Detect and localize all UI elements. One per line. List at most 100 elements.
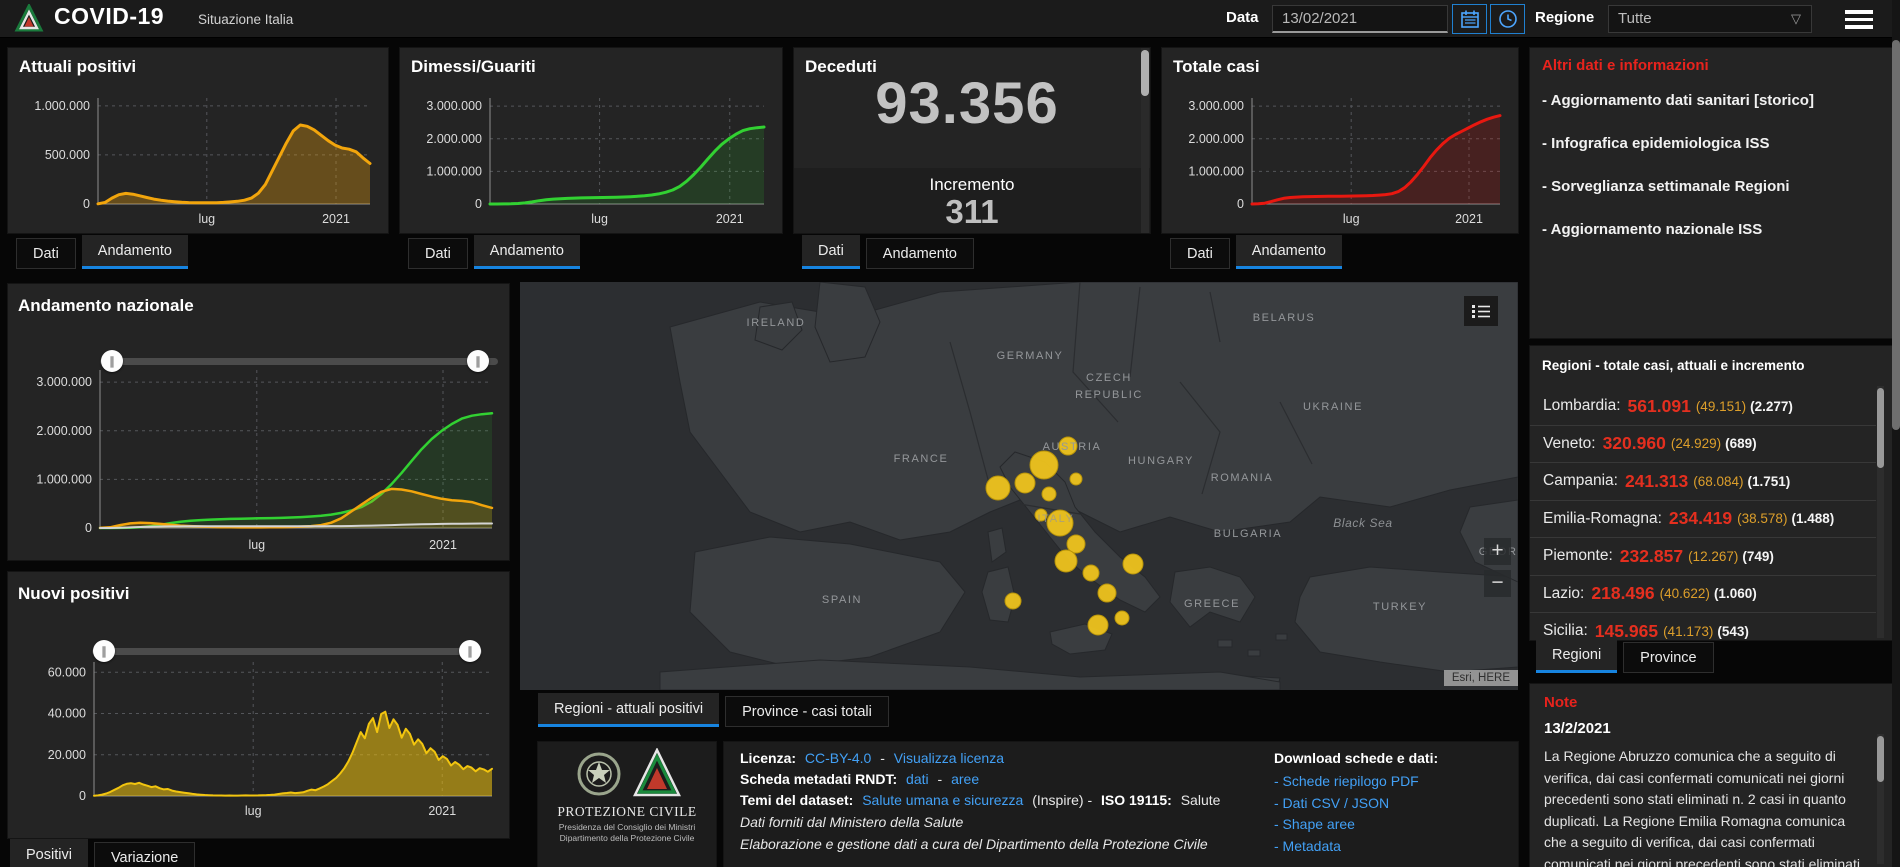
map-bubble[interactable]	[1014, 472, 1036, 494]
tab-dati[interactable]: Dati	[408, 238, 468, 269]
map-label: GERMANY	[997, 350, 1064, 362]
altri-dati-link[interactable]: - Aggiornamento dati sanitari [storico]	[1542, 92, 1814, 109]
map-bubble[interactable]	[1054, 549, 1078, 573]
panel-title: Deceduti	[805, 57, 877, 76]
region-row[interactable]: Piemonte: 232.857 (12.267) (749)	[1530, 538, 1876, 576]
region-current: (38.578)	[1737, 511, 1788, 527]
note-scrollbar-thumb[interactable]	[1877, 736, 1884, 782]
deceduti-increment-band: Incremento 311	[794, 168, 1150, 233]
download-link[interactable]: - Metadata	[1274, 837, 1341, 854]
tab-dati[interactable]: Dati	[802, 235, 860, 269]
regioni-scrollbar-thumb[interactable]	[1877, 388, 1884, 468]
altri-dati-link[interactable]: - Infografica epidemiologica ISS	[1542, 135, 1770, 152]
tab-dati[interactable]: Dati	[16, 238, 76, 269]
y-tick-label: 1.000.000	[1188, 164, 1244, 178]
map-label: IRELAND	[747, 317, 806, 329]
deceduti-scrollbar[interactable]	[1141, 48, 1149, 233]
region-row[interactable]: Veneto: 320.960 (24.929) (689)	[1530, 426, 1876, 463]
download-link[interactable]: - Schede riepilogo PDF	[1274, 773, 1419, 789]
map-bubble[interactable]	[1087, 614, 1109, 636]
license-view-link[interactable]: Visualizza licenza	[893, 750, 1005, 766]
europe-map[interactable]: IRELAND GERMANY BELARUS CZECH REPUBLIC UKRAIN…	[520, 282, 1518, 690]
chart-svg: lug 2021 0 1.000.000 2.000.000 3.000.000	[426, 98, 766, 226]
tab-province-casi-totali[interactable]: Province - casi totali	[725, 696, 889, 727]
tab-regioni[interactable]: Regioni	[1536, 639, 1618, 673]
download-link[interactable]: - Shape aree	[1274, 816, 1355, 832]
temi-iso: ISO 19115:	[1101, 792, 1172, 808]
range-slider-track[interactable]	[92, 648, 482, 655]
region-row[interactable]: Lazio: 218.496 (40.622) (1.060)	[1530, 576, 1876, 613]
date-input[interactable]: 13/02/2021	[1272, 5, 1448, 33]
range-slider-handle-right[interactable]: ∥	[467, 350, 489, 372]
rndt-aree-link[interactable]: aree	[951, 771, 980, 787]
tab-andamento[interactable]: Andamento	[473, 235, 580, 269]
region-row[interactable]: Campania: 241.313 (68.084) (1.751)	[1530, 463, 1876, 501]
region-increment: (543)	[1717, 623, 1749, 639]
map-label: ITALY	[1038, 513, 1075, 525]
time-button[interactable]	[1490, 4, 1525, 34]
map-bubble[interactable]	[1029, 450, 1059, 480]
region-current: (41.173)	[1663, 623, 1714, 639]
altri-dati-link[interactable]: - Aggiornamento nazionale ISS	[1542, 221, 1763, 238]
rndt-dati-link[interactable]: dati	[906, 771, 929, 787]
map-bubble[interactable]	[1114, 610, 1130, 626]
tab-regioni-attuali-positivi[interactable]: Regioni - attuali positivi	[538, 693, 720, 727]
tab-andamento[interactable]: Andamento	[81, 235, 188, 269]
calendar-icon	[1460, 10, 1479, 28]
note-scrollbar[interactable]	[1877, 734, 1884, 864]
range-slider-track[interactable]	[100, 358, 498, 365]
map-bubble[interactable]	[1034, 508, 1048, 522]
map-zoom-in-button[interactable]: +	[1484, 538, 1511, 565]
tab-dati[interactable]: Dati	[1170, 238, 1230, 269]
tab-andamento[interactable]: Andamento	[865, 238, 974, 269]
panel-title: Andamento nazionale	[18, 296, 194, 315]
deceduti-scrollbar-thumb[interactable]	[1141, 50, 1149, 96]
range-slider-handle-right[interactable]: ∥	[459, 640, 481, 662]
map-bubble[interactable]	[1041, 486, 1057, 502]
map-bubble[interactable]	[1069, 472, 1083, 486]
temi-salute2: Salute	[1180, 792, 1221, 808]
app-subtitle: Situazione Italia	[198, 12, 294, 27]
map-label: UKRAINE	[1303, 401, 1363, 413]
tab-province[interactable]: Province	[1623, 642, 1714, 673]
tab-andamento[interactable]: Andamento	[1235, 235, 1342, 269]
menu-button[interactable]	[1845, 10, 1875, 30]
series-line	[96, 123, 372, 206]
panel-title: Nuovi positivi	[18, 584, 130, 603]
series-area	[94, 711, 492, 796]
regione-select[interactable]: Tutte ▽	[1608, 5, 1812, 33]
range-slider-handle-left[interactable]: ∥	[101, 350, 123, 372]
y-tick-label: 60.000	[48, 665, 86, 679]
range-slider-handle-left[interactable]: ∥	[93, 640, 115, 662]
page-scrollbar[interactable]	[1892, 0, 1900, 867]
tab-variazione[interactable]: Variazione	[93, 842, 196, 867]
map-bubble[interactable]	[1004, 592, 1022, 610]
map-legend-button[interactable]	[1464, 296, 1498, 326]
region-row[interactable]: Lombardia: 561.091 (49.151) (2.277)	[1530, 388, 1876, 426]
license-cc-link[interactable]: CC-BY-4.0	[804, 750, 872, 766]
guariti-tabs: Dati Andamento	[408, 235, 580, 269]
tab-positivi[interactable]: Positivi	[10, 839, 88, 867]
region-row[interactable]: Sicilia: 145.965 (41.173) (543)	[1530, 613, 1876, 640]
map-bubble[interactable]	[1097, 583, 1117, 603]
page-scrollbar-thumb[interactable]	[1892, 40, 1900, 430]
region-name: Piemonte:	[1543, 547, 1613, 565]
map-zoom-out-button[interactable]: −	[1484, 570, 1511, 597]
temi-salute-link[interactable]: Salute umana e sicurezza	[862, 792, 1024, 808]
map-bubble[interactable]	[985, 475, 1011, 501]
download-link[interactable]: - Dati CSV / JSON	[1274, 794, 1390, 811]
map-bubble[interactable]	[1082, 564, 1100, 582]
temi-label: Temi del dataset:	[740, 792, 854, 808]
altri-dati-link[interactable]: - Sorveglianza settimanale Regioni	[1542, 178, 1790, 195]
map-label: BULGARIA	[1214, 528, 1282, 540]
regioni-scrollbar[interactable]	[1877, 386, 1884, 638]
map-label: Black Sea	[1333, 516, 1392, 530]
map-bubble[interactable]	[1046, 509, 1074, 537]
map-bubble[interactable]	[1058, 436, 1078, 456]
calendar-button[interactable]	[1452, 4, 1487, 34]
map-bubble[interactable]	[1122, 553, 1144, 575]
regioni-header: Regioni - totale casi, attuali e increme…	[1542, 358, 1805, 373]
map-label: SPAIN	[822, 594, 862, 606]
map-bubble[interactable]	[1066, 534, 1086, 554]
region-row[interactable]: Emilia-Romagna: 234.419 (38.578) (1.488)	[1530, 501, 1876, 538]
